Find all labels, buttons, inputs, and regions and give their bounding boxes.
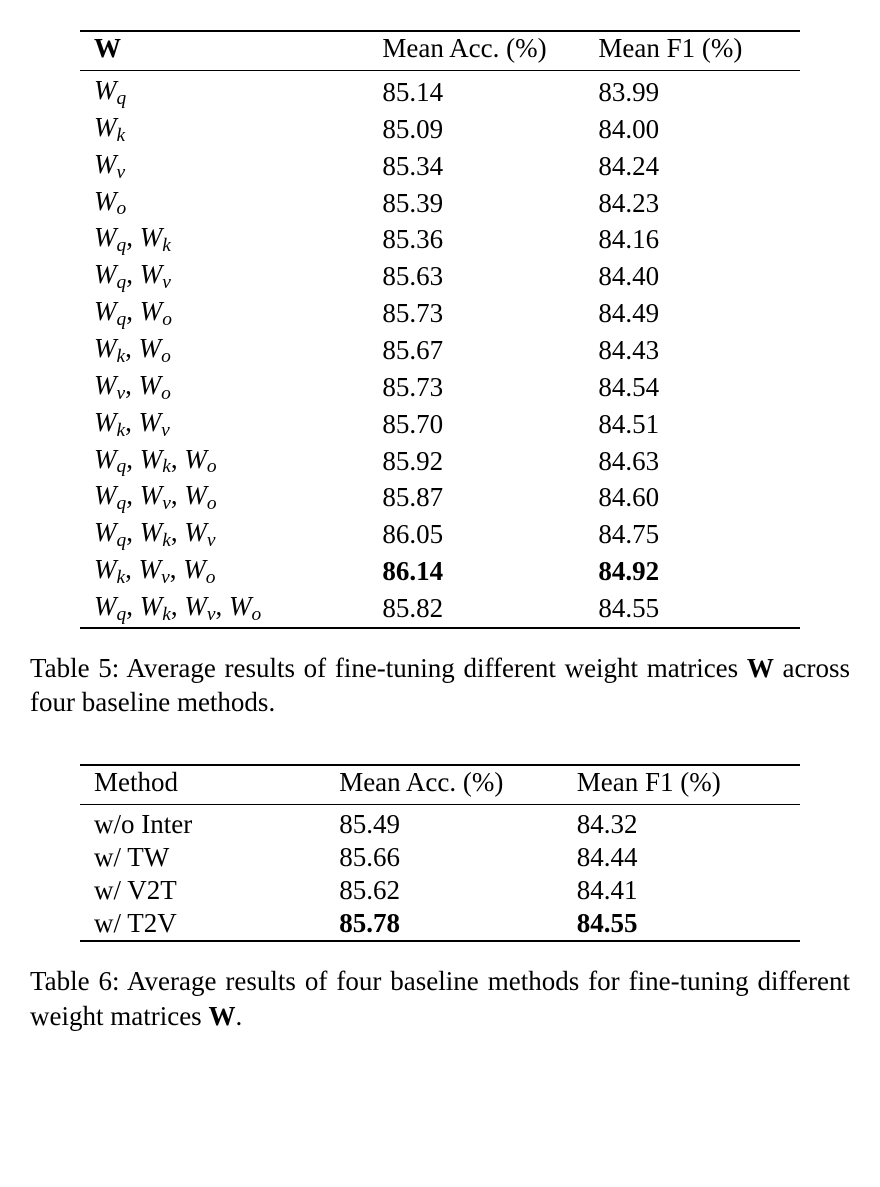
cell-w: Wv xyxy=(80,148,382,185)
table6-header-acc: Mean Acc. (%) xyxy=(339,765,577,805)
cell-acc: 85.36 xyxy=(382,221,598,258)
table-row: w/ V2T85.6284.41 xyxy=(80,874,800,907)
table-row: Wv85.3484.24 xyxy=(80,148,800,185)
cell-f1: 84.40 xyxy=(598,258,800,295)
cell-f1: 84.49 xyxy=(598,295,800,332)
cell-f1: 84.32 xyxy=(577,804,800,841)
caption6-w: W xyxy=(208,1001,235,1031)
cell-f1: 84.63 xyxy=(598,443,800,480)
cell-acc: 85.34 xyxy=(382,148,598,185)
table5-caption: Table 5: Average results of fine-tuning … xyxy=(30,651,850,720)
cell-w: Wk, Wv xyxy=(80,406,382,443)
cell-w: Wq, Wv, Wo xyxy=(80,479,382,516)
table-row: Wq, Wk, Wo85.9284.63 xyxy=(80,443,800,480)
table-row: Wq, Wv85.6384.40 xyxy=(80,258,800,295)
cell-acc: 85.14 xyxy=(382,71,598,111)
table6-header-f1: Mean F1 (%) xyxy=(577,765,800,805)
table-row: Wk, Wv85.7084.51 xyxy=(80,406,800,443)
table-row: Wk, Wo85.6784.43 xyxy=(80,332,800,369)
cell-f1: 84.24 xyxy=(598,148,800,185)
table5-body: Wq85.1483.99Wk85.0984.00Wv85.3484.24Wo85… xyxy=(80,71,800,628)
table6-body: w/o Inter85.4984.32w/ TW85.6684.44w/ V2T… xyxy=(80,804,800,941)
cell-f1: 84.51 xyxy=(598,406,800,443)
cell-f1: 84.43 xyxy=(598,332,800,369)
caption5-w: W xyxy=(747,653,774,683)
cell-w: Wk, Wo xyxy=(80,332,382,369)
table-row: w/o Inter85.4984.32 xyxy=(80,804,800,841)
cell-acc: 85.87 xyxy=(382,479,598,516)
cell-f1: 83.99 xyxy=(598,71,800,111)
cell-w: Wk xyxy=(80,111,382,148)
table-row: Wq, Wk, Wv86.0584.75 xyxy=(80,516,800,553)
cell-w: Wq, Wk, Wv, Wo xyxy=(80,590,382,628)
cell-w: Wq, Wk xyxy=(80,221,382,258)
table-row: Wk, Wv, Wo86.1484.92 xyxy=(80,553,800,590)
cell-f1: 84.75 xyxy=(598,516,800,553)
caption5-prefix: Table 5: Average results of fine-tuning … xyxy=(30,653,747,683)
cell-acc: 85.73 xyxy=(382,369,598,406)
cell-f1: 84.16 xyxy=(598,221,800,258)
caption6-suffix: . xyxy=(235,1001,242,1031)
cell-f1: 84.92 xyxy=(598,553,800,590)
table-6: Method Mean Acc. (%) Mean F1 (%) w/o Int… xyxy=(80,764,800,942)
table-row: w/ T2V85.7884.55 xyxy=(80,907,800,941)
table-row: Wq, Wk85.3684.16 xyxy=(80,221,800,258)
cell-f1: 84.55 xyxy=(577,907,800,941)
cell-acc: 85.82 xyxy=(382,590,598,628)
header-w-text: W xyxy=(94,33,121,63)
cell-acc: 85.39 xyxy=(382,185,598,222)
table-row: w/ TW85.6684.44 xyxy=(80,841,800,874)
table6-caption: Table 6: Average results of four baselin… xyxy=(30,964,850,1033)
cell-acc: 85.66 xyxy=(339,841,577,874)
cell-acc: 85.67 xyxy=(382,332,598,369)
cell-w: Wq, Wo xyxy=(80,295,382,332)
table-row: Wv, Wo85.7384.54 xyxy=(80,369,800,406)
caption6-prefix: Table 6: Average results of four baselin… xyxy=(30,966,850,1031)
cell-acc: 85.73 xyxy=(382,295,598,332)
cell-f1: 84.00 xyxy=(598,111,800,148)
cell-w: Wq, Wk, Wo xyxy=(80,443,382,480)
table-row: Wk85.0984.00 xyxy=(80,111,800,148)
table-row: Wq, Wo85.7384.49 xyxy=(80,295,800,332)
cell-acc: 85.92 xyxy=(382,443,598,480)
table5-header-f1: Mean F1 (%) xyxy=(598,31,800,71)
cell-f1: 84.60 xyxy=(598,479,800,516)
cell-f1: 84.23 xyxy=(598,185,800,222)
cell-w: Wk, Wv, Wo xyxy=(80,553,382,590)
table-row: Wq85.1483.99 xyxy=(80,71,800,111)
cell-acc: 86.14 xyxy=(382,553,598,590)
cell-acc: 85.62 xyxy=(339,874,577,907)
cell-f1: 84.55 xyxy=(598,590,800,628)
cell-method: w/ V2T xyxy=(80,874,339,907)
cell-method: w/o Inter xyxy=(80,804,339,841)
table-row: Wo85.3984.23 xyxy=(80,185,800,222)
cell-acc: 85.49 xyxy=(339,804,577,841)
cell-method: w/ TW xyxy=(80,841,339,874)
cell-method: w/ T2V xyxy=(80,907,339,941)
table-row: Wq, Wk, Wv, Wo85.8284.55 xyxy=(80,590,800,628)
cell-f1: 84.41 xyxy=(577,874,800,907)
cell-f1: 84.54 xyxy=(598,369,800,406)
cell-f1: 84.44 xyxy=(577,841,800,874)
cell-w: Wq, Wk, Wv xyxy=(80,516,382,553)
cell-acc: 85.78 xyxy=(339,907,577,941)
cell-w: Wq xyxy=(80,71,382,111)
cell-acc: 85.09 xyxy=(382,111,598,148)
table5-header-w: W xyxy=(80,31,382,71)
table6-header-method: Method xyxy=(80,765,339,805)
cell-acc: 85.70 xyxy=(382,406,598,443)
cell-w: Wq, Wv xyxy=(80,258,382,295)
table5-header-acc: Mean Acc. (%) xyxy=(382,31,598,71)
table-row: Wq, Wv, Wo85.8784.60 xyxy=(80,479,800,516)
table-5: W Mean Acc. (%) Mean F1 (%) Wq85.1483.99… xyxy=(80,30,800,629)
cell-acc: 86.05 xyxy=(382,516,598,553)
cell-w: Wo xyxy=(80,185,382,222)
cell-acc: 85.63 xyxy=(382,258,598,295)
cell-w: Wv, Wo xyxy=(80,369,382,406)
